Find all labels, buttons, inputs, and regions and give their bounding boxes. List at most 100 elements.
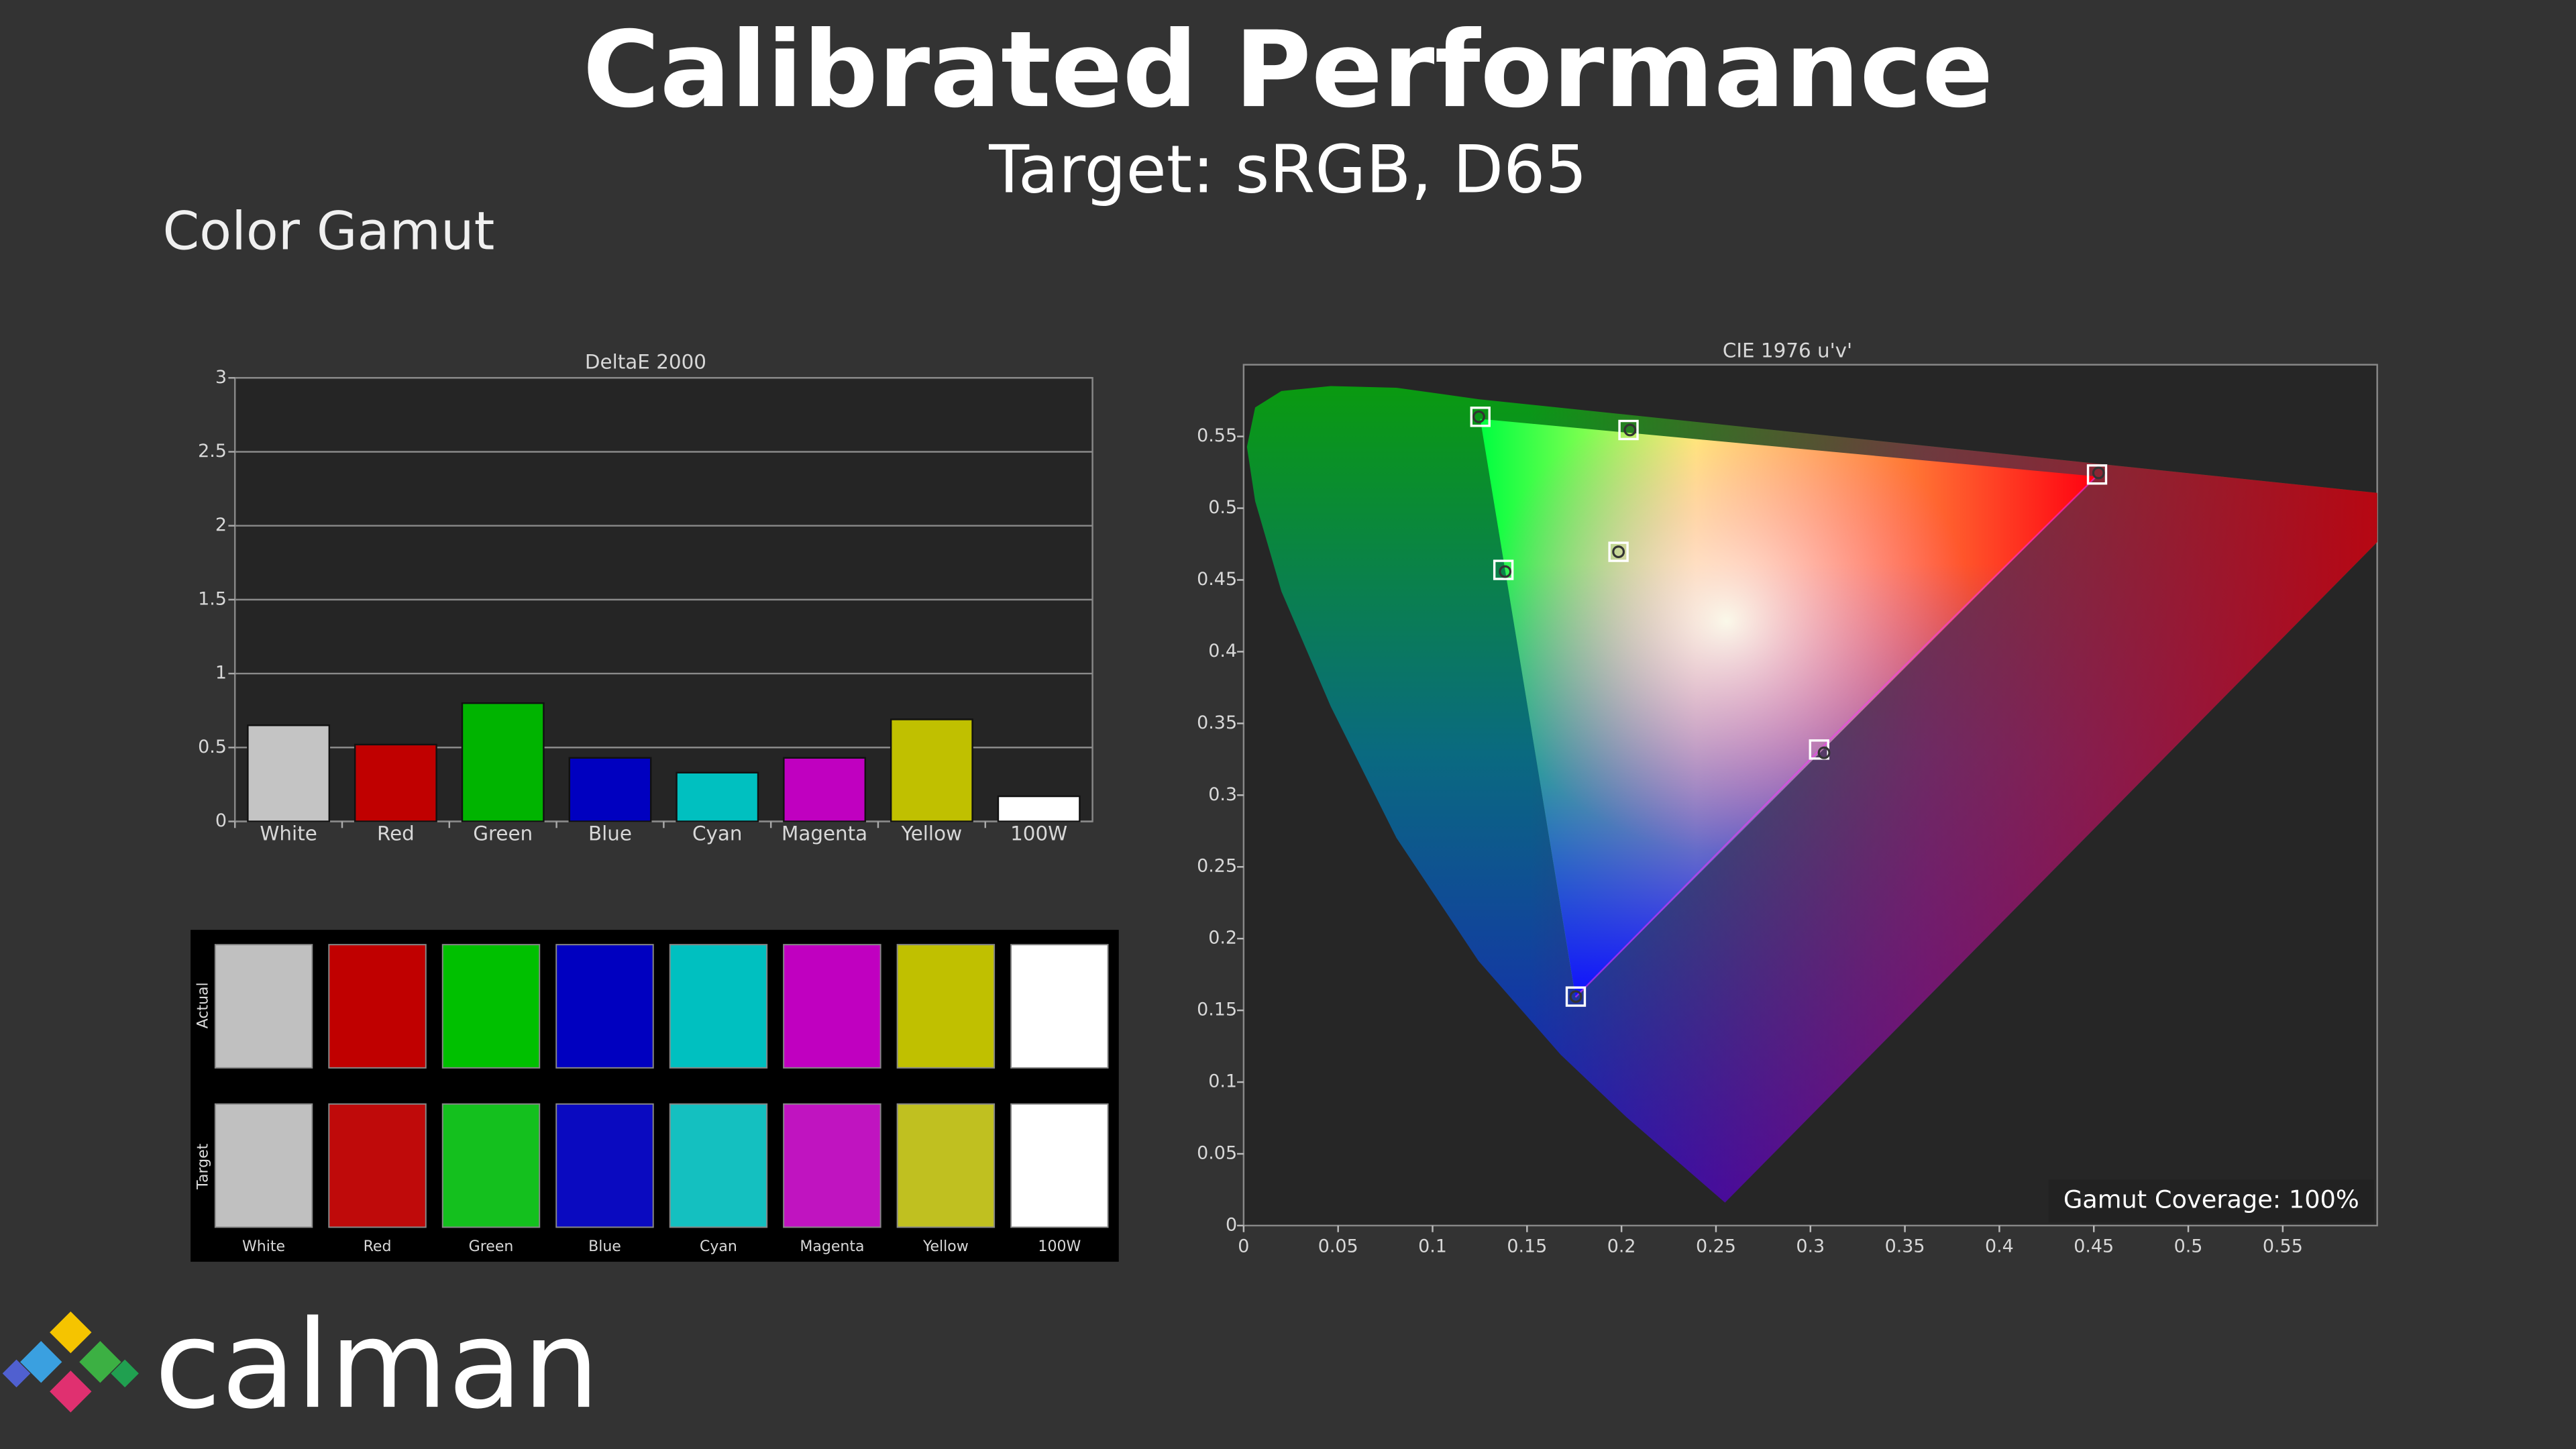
chart-title: CIE 1976 u'v' <box>1723 339 1852 362</box>
y-tick-label: 0.5 <box>1208 497 1237 518</box>
gamut-triangle-white <box>1480 419 2096 998</box>
bar <box>676 771 759 822</box>
section-title: Color Gamut <box>162 201 494 262</box>
annotation: Gamut Coverage: 100% <box>2063 1185 2359 1214</box>
target-swatch <box>669 1103 768 1228</box>
swatch-panel: Actual Target White Red Green Blue Cyan Magen… <box>191 930 1119 1262</box>
bar <box>247 724 331 822</box>
target-point <box>2086 464 2108 485</box>
target-point <box>1565 986 1587 1007</box>
actual-point <box>1817 746 1831 759</box>
annotation-box <box>2048 1179 2374 1223</box>
row-label: Actual <box>195 982 212 1028</box>
x-tick-label: 0.05 <box>1318 1236 1358 1256</box>
swatch-label: Yellow <box>922 1238 969 1255</box>
target-swatch <box>896 1103 996 1228</box>
y-tick-label: 0.45 <box>1197 569 1237 590</box>
y-tick-label: 0 <box>215 810 227 831</box>
actual-point <box>2092 466 2105 480</box>
y-tick-label: 0.5 <box>198 737 227 757</box>
y-tick-label: 0.05 <box>1197 1143 1237 1164</box>
bar <box>568 757 652 822</box>
logo-tile <box>79 1341 121 1383</box>
page-title: Calibrated Performance <box>583 9 1994 131</box>
actual-swatch <box>669 944 768 1069</box>
y-tick-label: 0.25 <box>1197 856 1237 877</box>
target-point <box>1608 541 1629 562</box>
y-tick-label: 0.4 <box>1208 641 1237 661</box>
x-tick-label: Magenta <box>782 822 867 845</box>
target-point <box>1470 407 1491 427</box>
logo-tile <box>50 1311 92 1354</box>
y-tick-label: 0.1 <box>1208 1071 1237 1092</box>
swatch-label: Magenta <box>800 1238 864 1255</box>
target-point <box>1493 559 1514 580</box>
x-tick-label: 0 <box>1238 1236 1249 1256</box>
page-subtitle: Target: sRGB, D65 <box>988 131 1587 208</box>
x-tick-label: Red <box>377 822 415 845</box>
actual-point <box>1612 545 1625 558</box>
bar <box>890 718 973 822</box>
target-swatch <box>555 1103 654 1228</box>
y-tick-label: 1 <box>215 663 227 684</box>
y-tick-label: 2 <box>215 515 227 535</box>
target-swatch <box>328 1103 427 1228</box>
y-tick-label: 0 <box>1226 1214 1237 1235</box>
bar <box>783 757 867 822</box>
swatch-label: 100W <box>1038 1238 1081 1255</box>
actual-point <box>1499 565 1512 578</box>
bar <box>461 702 545 822</box>
swatch-label: Green <box>469 1238 514 1255</box>
actual-swatch <box>555 944 654 1069</box>
bar <box>997 795 1081 822</box>
swatch-label: Red <box>364 1238 392 1255</box>
x-tick-label: Cyan <box>692 822 743 845</box>
x-tick-label: White <box>260 822 317 845</box>
target-swatch <box>1010 1103 1109 1228</box>
actual-swatch <box>783 944 881 1069</box>
x-tick-label: 0.25 <box>1696 1236 1736 1256</box>
x-tick-label: 100W <box>1010 822 1067 845</box>
y-tick-label: 0.35 <box>1197 712 1237 733</box>
swatch-label: White <box>242 1238 285 1255</box>
actual-swatch <box>441 944 541 1069</box>
logo-tile <box>20 1341 62 1383</box>
actual-point <box>1472 410 1485 423</box>
logo: calman <box>2 1294 600 1436</box>
x-tick-label: 0.45 <box>2074 1236 2114 1256</box>
x-tick-label: 0.4 <box>1985 1236 2014 1256</box>
target-swatch <box>783 1103 881 1228</box>
y-tick-label: 1.5 <box>198 588 227 609</box>
deltae-chart: DeltaE 2000 0 0.5 1 1.5 2 2.5 3 White Red Green Bl… <box>198 351 1093 845</box>
logo-text: calman <box>154 1294 599 1436</box>
target-swatch <box>441 1103 541 1228</box>
actual-point <box>1623 423 1637 437</box>
x-tick-label: 0.3 <box>1796 1236 1825 1256</box>
x-tick-label: 0.15 <box>1507 1236 1547 1256</box>
x-tick-label: Blue <box>588 822 632 845</box>
x-tick-label: 0.5 <box>2174 1236 2203 1256</box>
y-tick-label: 0.2 <box>1208 928 1237 949</box>
y-tick-label: 2.5 <box>198 441 227 462</box>
actual-swatch <box>896 944 996 1069</box>
x-tick-label: Yellow <box>901 822 962 845</box>
x-tick-label: 0.55 <box>2263 1236 2303 1256</box>
actual-swatch <box>1010 944 1109 1069</box>
actual-swatch <box>214 944 313 1069</box>
chart-title: DeltaE 2000 <box>585 351 706 374</box>
row-label: Target <box>195 1143 212 1190</box>
x-tick-label: 0.35 <box>1885 1236 1925 1256</box>
cie-chart: CIE 1976 u'v' Gamut Coverage: 100% 0 0.05… <box>1197 339 2378 1256</box>
y-tick-label: 3 <box>215 367 227 388</box>
x-tick-label: 0.2 <box>1607 1236 1636 1256</box>
y-tick-label: 0.3 <box>1208 784 1237 805</box>
swatch-label: Cyan <box>700 1238 737 1255</box>
swatch-label: Blue <box>588 1238 621 1255</box>
target-point <box>1618 419 1639 441</box>
target-swatch <box>214 1103 313 1228</box>
bar <box>354 743 437 822</box>
x-tick-label: 0.1 <box>1418 1236 1447 1256</box>
x-tick-label: Green <box>473 822 533 845</box>
y-tick-label: 0.15 <box>1197 1000 1237 1020</box>
